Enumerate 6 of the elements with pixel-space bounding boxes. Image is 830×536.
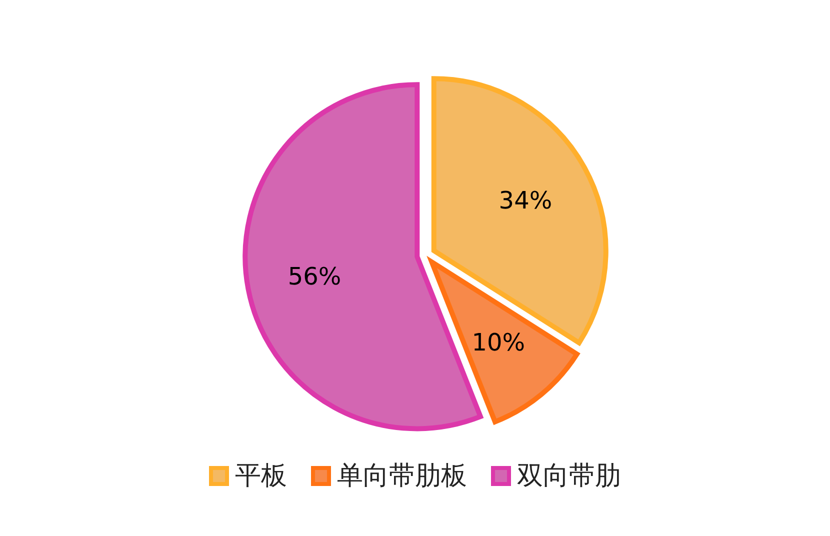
data-label: 56% xyxy=(288,262,342,290)
legend-label: 单向带肋板 xyxy=(337,460,467,493)
data-label: 34% xyxy=(498,186,552,214)
data-label: 10% xyxy=(472,328,526,356)
legend-label: 双向带肋 xyxy=(517,460,621,493)
legend-label: 平板 xyxy=(235,460,287,493)
